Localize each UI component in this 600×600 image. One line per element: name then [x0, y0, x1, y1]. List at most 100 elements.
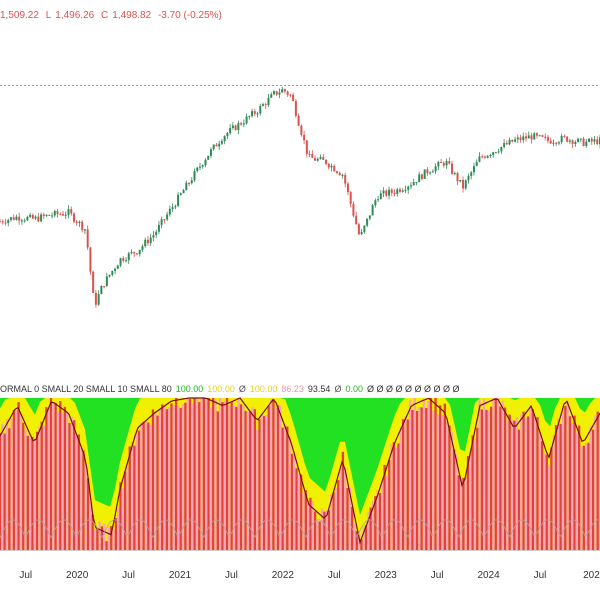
- candle-body: [97, 294, 100, 305]
- indicator-bar: [501, 400, 504, 550]
- candle-body: [579, 138, 582, 140]
- indicator-bar: [61, 412, 64, 550]
- indicator-legend-value: 0.00: [345, 384, 363, 394]
- indicator-bar: [205, 398, 208, 550]
- candle-body: [527, 135, 530, 139]
- indicator-bar: [5, 419, 9, 550]
- indicator-bar: [432, 410, 435, 550]
- indicator-line: [0, 397, 600, 545]
- candle-body: [199, 166, 201, 168]
- price-pane[interactable]: [0, 84, 600, 308]
- candle-body: [426, 169, 429, 174]
- candle-body: [1, 221, 4, 223]
- candle-body: [330, 165, 333, 168]
- indicator-bar: [455, 454, 458, 550]
- indicator-bar: [420, 407, 423, 550]
- candle-body: [4, 222, 7, 224]
- indicator-bar: [506, 420, 509, 550]
- indicator-bar: [24, 430, 27, 550]
- indicator-bar: [119, 482, 122, 550]
- indicator-bar: [40, 421, 43, 550]
- x-axis: Jul 2020 Jul 2021 Jul 2022 Jul 2023 Jul 2024 Jul 20…: [0, 550, 600, 581]
- x-tick-label: Jul: [122, 570, 135, 581]
- indicator-bar: [0, 432, 2, 550]
- candle-body: [453, 173, 456, 175]
- candle-body: [511, 139, 514, 142]
- candle-body: [262, 104, 265, 106]
- candle-body: [374, 200, 377, 206]
- candle-body: [251, 111, 254, 117]
- candle-body: [525, 136, 528, 139]
- candle-body: [344, 174, 347, 184]
- candle-body: [297, 115, 300, 126]
- indicator-bar: [334, 488, 338, 550]
- indicator-bar: [154, 412, 157, 550]
- indicator-bar: [527, 416, 530, 550]
- candle-body: [275, 91, 278, 95]
- indicator-bar: [462, 477, 465, 550]
- indicator-bar: [276, 405, 280, 550]
- candle-body: [168, 208, 171, 215]
- candle-body: [314, 157, 317, 161]
- candle-body: [434, 166, 437, 172]
- indicator-bar: [469, 451, 472, 550]
- indicator-bar: [198, 402, 201, 550]
- indicator-bar: [274, 407, 277, 550]
- candle-body: [590, 138, 593, 142]
- indicator-bar: [330, 494, 333, 550]
- candle-body: [489, 154, 492, 156]
- indicator-bar: [232, 405, 236, 550]
- indicator-bar: [369, 507, 372, 550]
- indicator-legend-value: 93.54: [307, 384, 331, 394]
- indicator-bar: [151, 409, 155, 550]
- x-tick-label: Jul: [328, 570, 341, 581]
- candle-body: [497, 151, 500, 153]
- indicator-bar: [93, 529, 97, 550]
- indicator-legend-value: 100.00: [249, 384, 278, 394]
- candle-body: [557, 142, 560, 144]
- indicator-bar: [107, 527, 111, 550]
- candle-body: [346, 183, 349, 193]
- indicator-bar: [378, 493, 382, 550]
- indicator-bar: [543, 453, 546, 550]
- candle-body: [56, 210, 59, 215]
- candle-body: [467, 175, 470, 181]
- indicator-bar: [105, 541, 108, 550]
- candle-body: [478, 156, 481, 162]
- candle-body: [407, 186, 410, 190]
- indicator-bar: [311, 501, 314, 550]
- candle-body: [442, 162, 445, 166]
- candle-body: [415, 182, 418, 184]
- indicator-bar: [29, 438, 32, 550]
- indicator-bar: [408, 400, 412, 550]
- x-tick-label: 2021: [169, 570, 192, 581]
- indicator-bar: [244, 410, 247, 550]
- indicator-bar: [128, 446, 131, 550]
- candle-body: [146, 239, 149, 244]
- x-tick-label: 2020: [66, 570, 89, 581]
- indicator-bar: [251, 407, 254, 550]
- indicator-bar: [186, 398, 189, 550]
- indicator-bar: [212, 398, 215, 550]
- candle-body: [125, 260, 128, 262]
- indicator-bar: [571, 423, 574, 550]
- indicator-bar: [529, 405, 532, 550]
- indicator-bar: [598, 412, 600, 550]
- candle-body: [349, 192, 352, 204]
- indicator-bar: [52, 403, 55, 550]
- candle-body: [78, 221, 81, 223]
- indicator-bar: [168, 407, 171, 550]
- candle-body: [409, 185, 412, 187]
- candle-body: [20, 220, 23, 222]
- indicator-bar: [397, 443, 400, 550]
- indicator-bar: [86, 478, 90, 550]
- candle-body: [138, 249, 141, 255]
- indicator-bar: [487, 410, 491, 550]
- indicator-bar: [473, 439, 477, 550]
- indicator-pane[interactable]: [0, 397, 600, 550]
- indicator-bar: [12, 409, 16, 550]
- indicator-bar: [242, 405, 245, 550]
- candle-body: [322, 157, 325, 160]
- candle-body: [283, 89, 286, 92]
